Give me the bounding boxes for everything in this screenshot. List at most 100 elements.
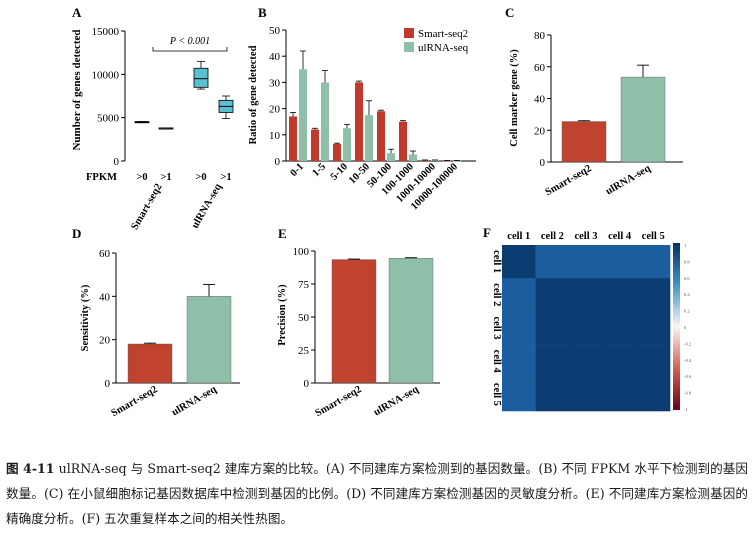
group-label: Smart-seq2 (129, 182, 164, 232)
panel-a-ytick-label: 0 (114, 156, 120, 168)
heatmap-cell (636, 278, 671, 312)
panel-b-ytick-label: 40 (269, 51, 281, 63)
heatmap-col-label: cell 3 (574, 231, 597, 242)
colorbar-tick-label: 1 (684, 243, 686, 248)
category-label: ulRNA-seq (604, 163, 653, 197)
panel-e-ylabel: Precision (%) (277, 284, 288, 346)
colorbar (673, 243, 680, 410)
colorbar-tick-label: 0.4 (684, 292, 690, 297)
panel-c-ytick-label: 60 (534, 62, 546, 74)
heatmap-cell (602, 344, 637, 379)
bar-smartseq2 (127, 343, 173, 384)
bar-ulrnaseq (453, 160, 461, 162)
panel-c: C Cell marker gene (%) 0 20 40 60 80 Smart-s… (505, 5, 683, 198)
panel-b: B Ratio of gene detected 0 10 20 30 40 50 0-1… (248, 5, 476, 212)
panel-a-ylabel: Number of genes detected (71, 29, 83, 150)
heatmap-cell (636, 311, 671, 345)
heatmap-cell (636, 344, 671, 379)
panel-c-ylabel: Cell marker gene (%) (509, 49, 520, 147)
panel-a-ytick-label: 5000 (97, 113, 120, 125)
caption-label: 图 4-11 (6, 461, 55, 476)
legend-swatch-ulrnaseq (404, 42, 414, 52)
category-label: 0-1 (288, 161, 306, 179)
fpkm-threshold-label: >0 (195, 172, 206, 183)
heatmap-col-label: cell 1 (507, 231, 530, 242)
panel-f-letter: F (483, 225, 491, 240)
panel-c-ytick-label: 40 (534, 94, 546, 106)
bar-ulrnaseq (343, 128, 351, 161)
significance-bracket (152, 47, 228, 52)
panel-e-ytick-label: 75 (298, 279, 310, 291)
panel-b-ytick-label: 0 (275, 156, 281, 168)
heatmap-cell (535, 311, 570, 345)
heatmap-cell (569, 311, 604, 345)
bar-smartseq2 (331, 259, 377, 384)
colorbar-tick-label: -0.2 (684, 341, 691, 346)
panel-e-ytick-label: 25 (298, 345, 310, 357)
panel-a-letter: A (72, 5, 82, 20)
bar-smartseq2 (399, 121, 407, 161)
panel-e-letter: E (278, 226, 287, 241)
heatmap-row-label: cell 3 (491, 316, 502, 339)
heatmap-cell (602, 311, 637, 345)
panel-d-ytick-label: 60 (99, 248, 111, 260)
fpkm-threshold-label: >0 (136, 172, 147, 183)
heatmap-col-label: cell 4 (608, 231, 632, 242)
colorbar-tick-label: 0 (684, 325, 687, 330)
heatmap-cell (502, 377, 536, 412)
colorbar-tick-label: -0.4 (684, 358, 692, 363)
bar-ulrnaseq (388, 258, 434, 384)
bar-ulrnaseq (321, 82, 329, 161)
heatmap-cell (502, 278, 536, 312)
panel-c-letter: C (505, 5, 514, 20)
box-body (193, 67, 209, 88)
category-label: Smart-seq2 (110, 384, 160, 419)
category-label: 1-5 (310, 161, 328, 179)
bar-smartseq2 (289, 116, 297, 161)
legend-swatch-smartseq2 (404, 28, 414, 38)
heatmap-cell (636, 377, 671, 412)
panel-e-ytick-label: 0 (304, 378, 310, 390)
heatmap-cell (569, 377, 604, 412)
bar-ulrnaseq (409, 154, 417, 161)
fpkm-axis-title: FPKM (86, 172, 117, 183)
colorbar-tick-label: 0.6 (684, 276, 690, 281)
panel-b-ytick-label: 30 (269, 77, 281, 89)
panel-c-ytick-label: 20 (534, 125, 546, 137)
heatmap-row-label: cell 4 (491, 350, 502, 374)
panel-c-ytick-label: 0 (540, 157, 546, 169)
panel-d: D Sensitivity (%) 0 20 40 60 Smart-seq2 ulRN… (72, 226, 240, 419)
bar-smartseq2 (443, 160, 451, 162)
heatmap-cell (569, 278, 604, 312)
bar-smartseq2 (561, 121, 607, 163)
panel-e-ytick-label: 100 (293, 246, 310, 258)
heatmap-cell (535, 278, 570, 312)
panel-d-ylabel: Sensitivity (%) (80, 284, 91, 351)
heatmap-row-label: cell 1 (491, 250, 502, 273)
heatmap-cell (502, 344, 536, 379)
colorbar-tick-label: -1 (684, 407, 688, 412)
heatmap-cell (502, 245, 536, 279)
heatmap-row-label: cell 5 (491, 383, 502, 406)
legend-label-smartseq2: Smart-seq2 (418, 28, 468, 40)
bar-smartseq2 (311, 129, 319, 161)
bar-ulrnaseq (186, 296, 232, 384)
heatmap-cell (535, 245, 570, 279)
heatmap-cell (535, 344, 570, 379)
group-label: ulRNA-seq (190, 182, 224, 231)
panel-d-ytick-label: 20 (99, 335, 111, 347)
category-label: Smart-seq2 (314, 384, 364, 419)
panel-b-ytick-label: 20 (269, 104, 281, 116)
colorbar-tick-label: 0.2 (684, 309, 690, 314)
heatmap-cell (502, 311, 536, 345)
heatmap-cell (602, 377, 637, 412)
panel-b-ytick-label: 50 (269, 25, 281, 37)
heatmap-col-label: cell 5 (642, 231, 665, 242)
heatmap-col-label: cell 2 (541, 231, 564, 242)
bar-ulrnaseq (365, 115, 373, 161)
panel-d-ytick-label: 0 (105, 378, 111, 390)
figure-panels: A Number of genes detected 0500010000150… (71, 5, 692, 419)
bar-ulrnaseq (299, 69, 307, 161)
panel-d-letter: D (72, 226, 81, 241)
heatmap-cell (602, 278, 637, 312)
